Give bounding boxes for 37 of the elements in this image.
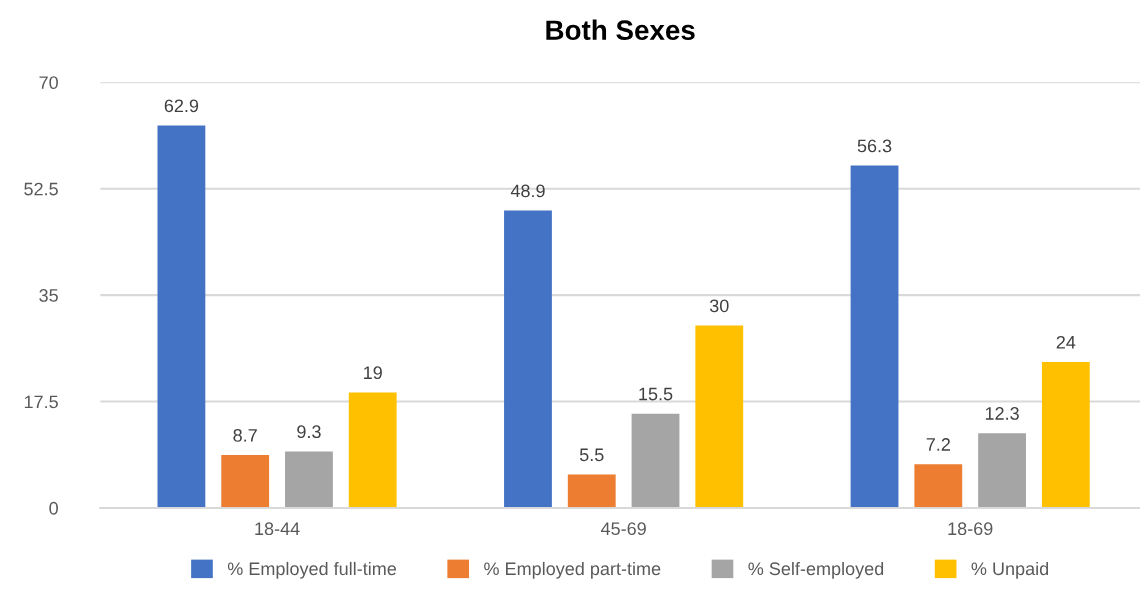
bar: [695, 325, 744, 508]
legend-label: % Employed part-time: [484, 561, 661, 579]
bar: [850, 165, 899, 508]
data-label: 62.9: [164, 99, 199, 113]
x-tick-label: 18-44: [255, 522, 300, 536]
data-label: 19: [364, 366, 382, 380]
y-tick-label: 70: [39, 76, 58, 90]
data-label: 24: [1056, 335, 1076, 349]
x-tick-label: 18-69: [948, 522, 993, 536]
bar: [157, 125, 206, 508]
bar: [285, 451, 333, 508]
data-label: 48.9: [510, 184, 545, 198]
data-label: 5.5: [579, 448, 604, 462]
legend-label: % Self-employed: [748, 561, 884, 579]
data-label: 15.5: [639, 387, 673, 401]
y-tick-label: 0: [49, 501, 58, 515]
chart-title: Both Sexes: [546, 19, 695, 41]
y-tick-label: 35: [39, 289, 58, 302]
bar: [631, 413, 680, 508]
data-label: 56.3: [857, 139, 892, 153]
data-label: 9.3: [297, 425, 321, 439]
y-tick-label: 17.5: [24, 395, 58, 409]
bar: [978, 433, 1026, 508]
data-label: 30: [709, 299, 729, 313]
bar: [1041, 362, 1090, 508]
bar: [914, 464, 963, 508]
legend-label: % Unpaid: [971, 561, 1049, 579]
x-tick-label: 45-69: [600, 522, 646, 536]
data-label: 7.2: [926, 438, 950, 451]
bar: [504, 210, 552, 508]
bar: [567, 474, 616, 508]
data-label: 12.3: [985, 407, 1019, 420]
legend-label: % Employed full-time: [227, 561, 397, 579]
data-label: 8.7: [233, 428, 257, 442]
y-tick-label: 52.5: [24, 182, 58, 196]
bar: [221, 455, 270, 508]
bar: [348, 392, 397, 508]
